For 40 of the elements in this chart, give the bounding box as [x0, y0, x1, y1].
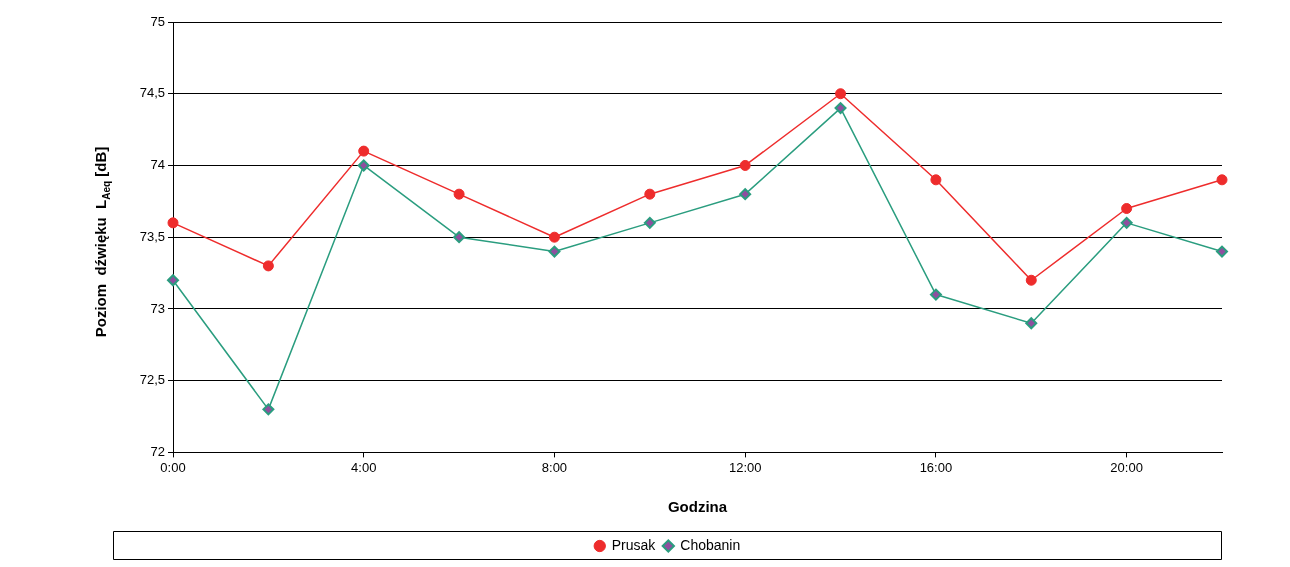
x-tick-label: 4:00	[351, 459, 377, 475]
point	[644, 188, 656, 200]
point	[358, 145, 370, 157]
y-tick-label: 74	[150, 157, 165, 173]
point	[739, 188, 752, 201]
point	[167, 274, 179, 287]
legend-label: Prusak	[611, 536, 657, 553]
x-tick-label: 8:00	[541, 459, 568, 475]
point	[739, 159, 751, 171]
point	[548, 245, 561, 258]
point	[1025, 317, 1038, 330]
x-tick-label: 12:00	[728, 459, 762, 475]
x-tick-label: 16:00	[919, 459, 953, 475]
point	[262, 403, 275, 416]
point	[643, 216, 656, 229]
point	[357, 159, 370, 172]
point	[835, 88, 847, 100]
point	[453, 188, 465, 200]
x-tick-label: 0:00	[160, 459, 186, 475]
point	[1216, 174, 1228, 186]
point	[1025, 274, 1037, 286]
point	[930, 174, 942, 186]
y-tick-label: 73	[150, 300, 165, 316]
point	[548, 231, 560, 243]
y-tick-label: 72,5	[139, 372, 165, 388]
y-tick-label: 75	[150, 13, 165, 29]
point	[834, 102, 847, 115]
point	[262, 260, 274, 272]
y-tick-label: 73,5	[139, 228, 165, 244]
point	[1120, 216, 1133, 229]
y-tick-label: 72	[150, 443, 165, 459]
point	[1121, 203, 1133, 215]
point	[453, 231, 466, 244]
x-tick-label: 20:00	[1110, 459, 1143, 475]
point	[929, 288, 942, 301]
legend-label: Chobanin	[680, 536, 741, 553]
point	[1216, 245, 1228, 258]
x-axis-title: Godzina	[667, 498, 728, 516]
point	[167, 217, 179, 229]
y-tick-label: 74,5	[139, 85, 165, 101]
